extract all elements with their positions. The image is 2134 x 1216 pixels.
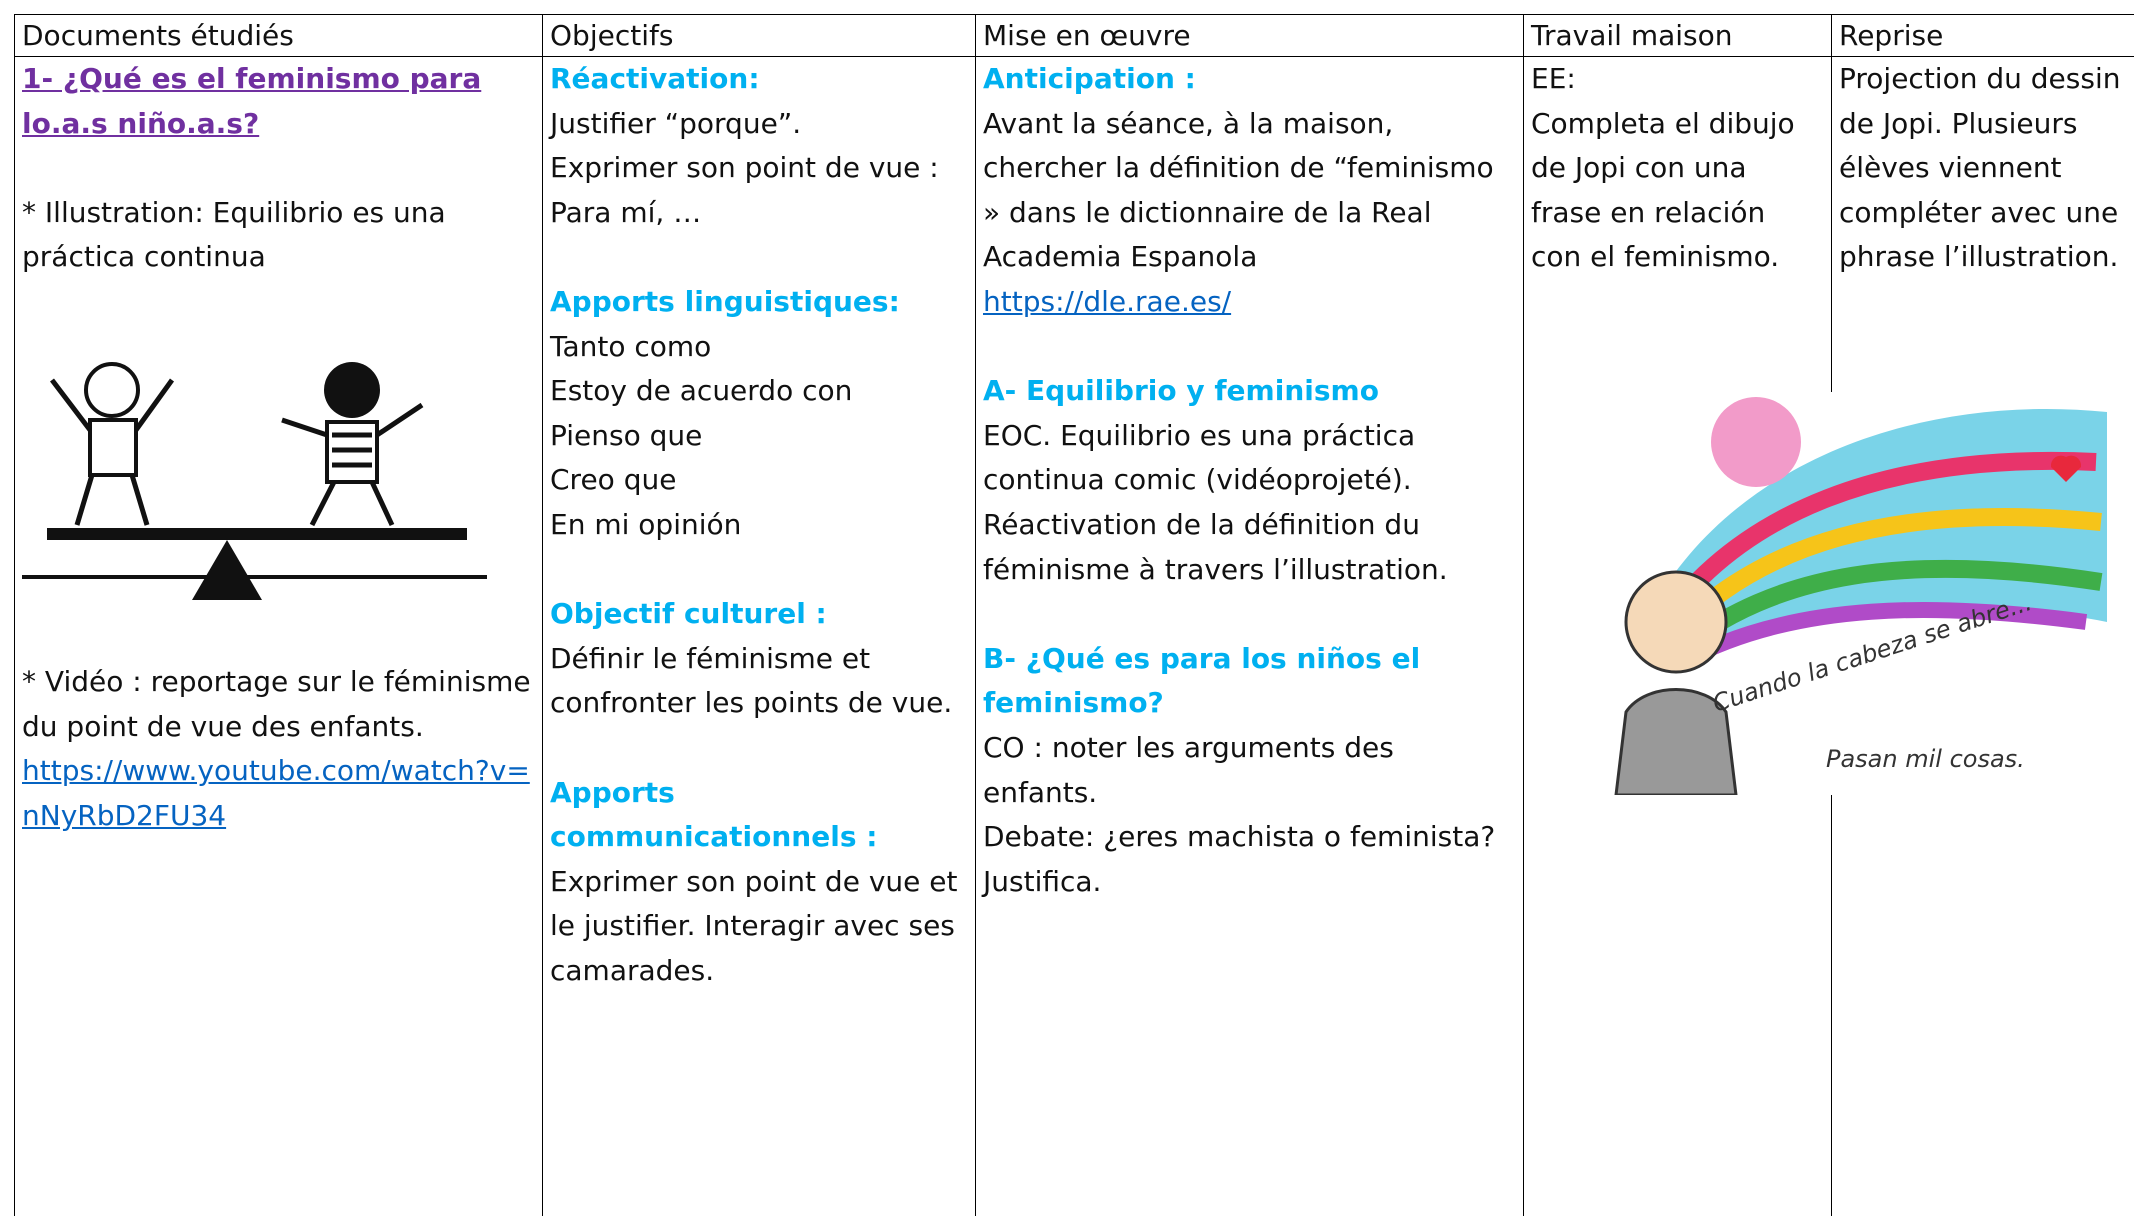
header: Objectifs — [543, 14, 975, 57]
doc-title[interactable]: 1- ¿Qué es el feminismo para lo.a.s niño… — [22, 62, 482, 140]
seesaw-illustration — [22, 361, 487, 600]
text-line: Avant la séance, à la maison, chercher l… — [983, 106, 1494, 274]
spacer — [983, 325, 1516, 370]
text-line: Estoy de acuerdo con — [550, 374, 853, 408]
section-heading: Anticipation : — [983, 62, 1196, 95]
header: Travail maison — [1524, 14, 1831, 57]
video-link[interactable]: https://www.youtube.com/watch?v=nNyRbD2F… — [22, 754, 530, 832]
text-line: EE: — [1531, 62, 1576, 95]
column: Documents étudiés 1- ¿Qué es el feminism… — [14, 14, 542, 1216]
text-line: Debate: ¿eres machista o feminista? Just… — [983, 820, 1496, 898]
text-line: CO : noter les arguments des enfants. — [983, 730, 1394, 809]
section-heading: Apports linguistiques: — [550, 284, 900, 318]
text-line: Projection du dessin de Jopi. Plusieurs … — [1839, 62, 2121, 274]
spacer — [550, 726, 968, 771]
jopi-drawing: Cuando la cabeza se abre... Pasan mil co… — [1556, 392, 2107, 795]
text-line: Tanto como — [550, 329, 712, 363]
image-text: Pasan mil cosas. — [1826, 745, 2025, 773]
column: Objectifs Réactivation: Justifier “porque… — [542, 14, 975, 1216]
text-line: Définir le féminisme et confronter les p… — [550, 641, 953, 720]
text-line: Completa el dibujo de Jopi con una frase… — [1531, 106, 1795, 274]
table-top — [14, 14, 2134, 15]
section-heading: Apports communicationnels : — [550, 775, 878, 854]
column: Mise en œuvre Anticipation : Avant la séa… — [975, 14, 1523, 1216]
header: Reprise — [1832, 14, 2134, 57]
link[interactable]: https://dle.rae.es/ — [983, 284, 1232, 318]
text-line: Exprimer son point de vue et le justifie… — [550, 864, 958, 987]
illustration-caption: * Illustration: Equilibrio es una prácti… — [22, 195, 446, 274]
spacer — [983, 592, 1516, 637]
text-line: Justifier “porque”. — [550, 106, 802, 140]
section-heading: Objectif culturel : — [550, 597, 827, 631]
text-line: EOC. Equilibrio es una práctica continua… — [983, 418, 1448, 586]
header: Mise en œuvre — [976, 14, 1523, 57]
column: Travail maison EE: Completa el dibujo de … — [1523, 14, 1831, 1216]
text-line: En mi opinión — [550, 507, 742, 541]
spacer — [550, 548, 968, 593]
section-heading: B- ¿Qué es para los niños el feminismo? — [983, 641, 1421, 720]
section-heading: A- Equilibrio y feminismo — [983, 374, 1379, 408]
section-heading: Réactivation: — [550, 62, 760, 95]
video-caption: * Vidéo : reportage sur le féminisme du … — [22, 664, 531, 743]
text-line: Exprimer son point de vue : Para mí, … — [550, 151, 939, 229]
header: Documents étudiés — [15, 14, 542, 57]
text-line: Pienso que — [550, 418, 703, 452]
spacer — [550, 235, 968, 280]
text-line: Creo que — [550, 463, 677, 497]
